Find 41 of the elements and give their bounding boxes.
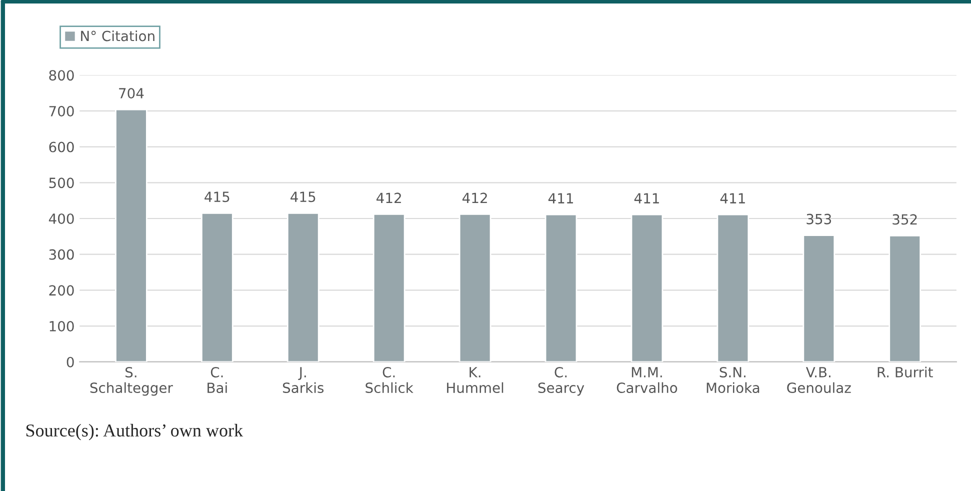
y-tick-label: 400 — [48, 213, 74, 224]
bar — [630, 214, 664, 362]
y-tick-label: 200 — [49, 285, 74, 296]
x-tick-label: K. Hummel — [447, 367, 504, 394]
legend-label: N° Citation — [81, 30, 154, 42]
data-label: 704 — [119, 88, 144, 99]
data-label: 412 — [376, 192, 401, 203]
y-tick-label: 800 — [49, 70, 74, 81]
x-tick-label: J. Sarkis — [282, 367, 324, 394]
x-tick-label: M.M. Carvalho — [616, 367, 678, 394]
bar — [458, 214, 492, 362]
bar — [544, 214, 578, 362]
bar — [716, 214, 750, 362]
y-tick-label: 100 — [50, 320, 74, 332]
x-tick-label: C. Bai — [208, 366, 227, 394]
data-label: 353 — [806, 214, 832, 224]
bar — [802, 234, 836, 362]
x-tick-label: S. Schaltegger — [90, 366, 173, 396]
data-label: 415 — [290, 192, 316, 202]
y-tick-label: 600 — [49, 142, 74, 152]
x-tick-label: V.B. Genoulaz — [787, 367, 851, 394]
data-label: 352 — [892, 214, 917, 225]
x-tick-label: C. Schlick — [366, 366, 414, 394]
data-label: 415 — [204, 192, 230, 202]
data-label: 411 — [634, 193, 659, 204]
y-tick-label: 300 — [49, 249, 74, 260]
source-note: Source(s): Authors’ own work — [26, 424, 244, 440]
y-tick-label: 700 — [49, 106, 74, 116]
x-tick-label: R. Burrit — [878, 366, 933, 378]
bar — [372, 214, 406, 362]
x-tick-label: S.N. Morioka — [706, 366, 760, 394]
bar — [115, 108, 148, 362]
data-label: 411 — [720, 193, 745, 204]
y-tick-label: 500 — [49, 178, 74, 188]
data-label: 412 — [462, 192, 487, 203]
bar — [286, 212, 320, 362]
bar — [888, 235, 922, 362]
x-tick-label: C. Searcy — [538, 366, 584, 396]
y-tick-label: 0 — [66, 356, 74, 368]
data-label: 411 — [548, 193, 573, 204]
bar — [200, 212, 234, 362]
